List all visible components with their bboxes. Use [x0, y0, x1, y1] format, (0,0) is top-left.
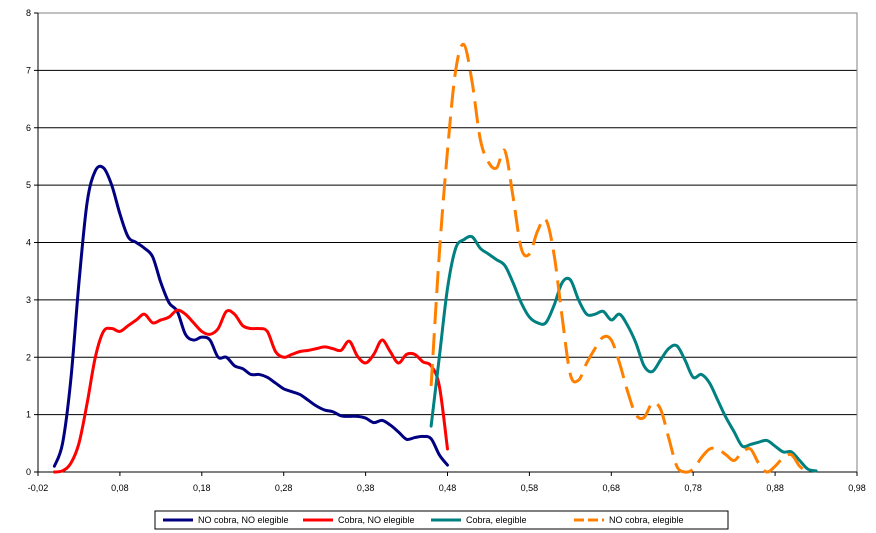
legend: NO cobra, NO elegible Cobra, NO elegible C…: [154, 510, 729, 530]
series-line-1: [52, 164, 449, 468]
x-tick-label-6: 0,58: [521, 483, 539, 493]
series-group: [52, 42, 818, 474]
y-tick-label-1: 1: [26, 410, 31, 420]
y-axis: 0 1 2 3 4 5 6 7 8: [26, 8, 39, 477]
y-tick-label-3: 3: [26, 295, 31, 305]
y-tick-label-4: 4: [26, 238, 31, 248]
y-tick-label-0: 0: [26, 467, 31, 477]
x-tick-label-9: 0,88: [766, 483, 784, 493]
x-tick-label-7: 0,68: [603, 483, 621, 493]
x-tick-label-4: 0,38: [357, 483, 375, 493]
y-tick-label-6: 6: [26, 123, 31, 133]
y-tick-label-2: 2: [26, 352, 31, 362]
series-line-4: [429, 42, 809, 474]
legend-label-1: NO cobra, NO elegible: [198, 515, 289, 525]
x-tick-label-2: 0,18: [193, 483, 211, 493]
series-line-2: [52, 308, 449, 474]
x-tick-label-5: 0,48: [439, 483, 457, 493]
x-tick-label-3: 0,28: [275, 483, 293, 493]
x-tick-label-1: 0,08: [111, 483, 129, 493]
x-tick-label-10: 0,98: [848, 483, 866, 493]
x-tick-label-8: 0,78: [684, 483, 702, 493]
y-tick-label-5: 5: [26, 180, 31, 190]
x-tick-label-0: -0,02: [28, 483, 49, 493]
series-line-3: [429, 234, 818, 473]
y-tick-label-8: 8: [26, 8, 31, 18]
y-tick-label-7: 7: [26, 65, 31, 75]
legend-label-4: NO cobra, elegible: [609, 515, 684, 525]
legend-label-3: Cobra, elegible: [466, 515, 527, 525]
legend-label-2: Cobra, NO elegible: [338, 515, 415, 525]
x-axis: -0,02 0,08 0,18 0,28 0,38 0,48 0,58 0,68 0,78 0,8…: [28, 471, 866, 493]
